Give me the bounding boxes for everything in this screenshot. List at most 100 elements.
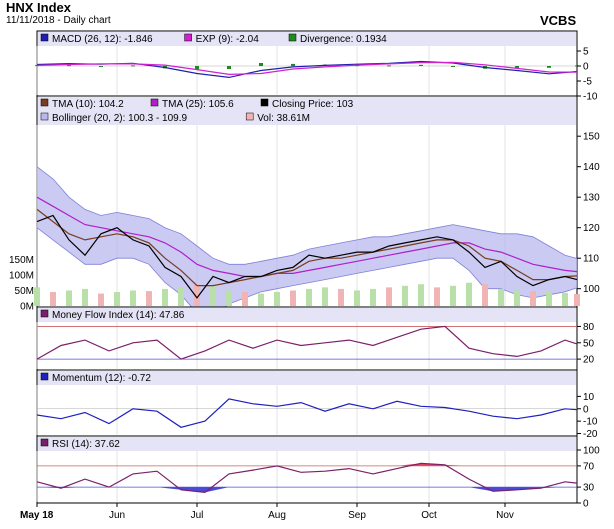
mfi-axis-tick-label-0: 80 xyxy=(583,322,595,333)
price-panel-legend-bg xyxy=(38,97,576,125)
rsi-panel-legend-label-0-0: RSI (14): 37.62 xyxy=(52,439,120,450)
volume-bar-24 xyxy=(418,284,424,306)
volume-bar-34 xyxy=(574,294,580,306)
price-axis-tick-label-2: 130 xyxy=(583,193,600,204)
volume-bar-5 xyxy=(114,292,120,306)
volume-tick-label-2: 50M xyxy=(15,286,34,297)
volume-bar-9 xyxy=(178,287,184,306)
momentum-panel-legend-bg xyxy=(38,371,576,385)
bollinger-upper-line xyxy=(36,166,578,265)
macd-axis-tick-label-3: -10 xyxy=(583,92,598,103)
price-panel-legend-swatch-0-1 xyxy=(150,98,159,107)
macd-panel-legend-swatch-0-2 xyxy=(288,33,297,42)
volume-bar-0 xyxy=(34,287,40,306)
volume-tick-label-1: 100M xyxy=(9,270,34,281)
mfi-panel-legend-label-0-0: Money Flow Index (14): 47.86 xyxy=(52,310,185,321)
price-panel-legend-label-0-2: Closing Price: 103 xyxy=(272,99,354,110)
volume-bar-20 xyxy=(354,290,360,306)
tma25-line xyxy=(36,196,578,278)
rsi-axis-tick-label-3: 0 xyxy=(583,499,589,510)
rsi-axis-tick-label-1: 70 xyxy=(583,461,595,472)
mfi-line xyxy=(36,325,578,360)
rsi-panel-legend-swatch-0-0 xyxy=(40,438,49,447)
closing-price-line xyxy=(36,214,578,299)
volume-bar-11 xyxy=(210,285,216,306)
price-panel-legend-swatch-0-2 xyxy=(260,98,269,107)
mfi-panel-legend-bg xyxy=(38,308,576,322)
macd-divergence-bar-8 xyxy=(291,63,295,66)
macd-divergence-bar-13 xyxy=(451,66,455,67)
price-axis-tick-label-4: 110 xyxy=(583,254,599,265)
macd-axis-tick-label-2: -5 xyxy=(583,77,592,88)
price-axis-tick-label-5: 100 xyxy=(583,284,600,295)
volume-bar-16 xyxy=(290,290,296,306)
momentum-panel-legend-swatch-0-0 xyxy=(40,372,49,381)
volume-bar-32 xyxy=(546,292,552,306)
macd-exp-line xyxy=(36,61,578,76)
brand-label: VCBS xyxy=(540,13,577,28)
rsi-line xyxy=(36,462,578,494)
macd-axis-tick-label-0: 5 xyxy=(583,47,589,58)
momentum-axis-tick-label-2: -10 xyxy=(583,417,598,428)
x-tick-label-3: Aug xyxy=(268,510,286,521)
volume-tick-label-3: 0M xyxy=(20,302,34,313)
x-tick-label-4: Sep xyxy=(348,510,366,521)
macd-divergence-bar-7 xyxy=(259,63,263,66)
momentum-panel-legend-label-0-0: Momentum (12): -0.72 xyxy=(52,373,151,384)
price-panel-legend-label-1-1: Vol: 38.61M xyxy=(257,113,310,124)
macd-divergence-bar-1 xyxy=(67,65,71,67)
price-panel-legend-swatch-0-0 xyxy=(40,98,49,107)
volume-bar-31 xyxy=(530,291,536,306)
bollinger-lower-line xyxy=(36,227,578,317)
volume-bar-18 xyxy=(322,287,328,306)
volume-bar-6 xyxy=(130,290,136,306)
macd-divergence-bar-16 xyxy=(547,66,551,68)
volume-bar-19 xyxy=(338,288,344,306)
macd-divergence-bar-2 xyxy=(99,66,103,67)
rsi-oversold-fill-19 xyxy=(493,487,517,492)
macd-divergence-bar-12 xyxy=(419,64,423,66)
macd-divergence-bar-15 xyxy=(515,66,519,69)
x-tick-label-0: May 18 xyxy=(20,510,54,521)
x-tick-label-1: Jun xyxy=(109,510,125,521)
volume-bar-2 xyxy=(66,290,72,306)
price-panel-legend-label-1-0: Bollinger (20, 2): 100.3 - 109.9 xyxy=(52,113,188,124)
volume-tick-label-0: 150M xyxy=(9,255,34,266)
volume-bar-22 xyxy=(386,287,392,306)
macd-panel-legend-label-0-0: MACD (26, 12): -1.846 xyxy=(52,34,153,45)
chart-title: HNX Index xyxy=(6,0,72,15)
chart-subtitle: 11/11/2018 - Daily chart xyxy=(6,15,111,26)
price-axis-tick-label-1: 140 xyxy=(583,162,600,173)
mfi-axis-tick-label-1: 50 xyxy=(583,338,595,349)
rsi-axis-tick-label-0: 100 xyxy=(583,446,600,457)
price-panel-legend-swatch-1-0 xyxy=(40,112,49,121)
price-panel-legend-label-0-1: TMA (25): 105.6 xyxy=(162,99,234,110)
momentum-line xyxy=(36,398,578,428)
price-panel-legend-swatch-1-1 xyxy=(245,112,254,121)
volume-bar-30 xyxy=(514,290,520,306)
volume-bar-26 xyxy=(450,285,456,306)
macd-panel-legend-swatch-0-0 xyxy=(40,33,49,42)
x-tick-label-5: Oct xyxy=(421,510,437,521)
macd-divergence-bar-3 xyxy=(131,65,135,67)
volume-bar-23 xyxy=(402,285,408,306)
volume-bar-29 xyxy=(498,288,504,306)
volume-bar-10 xyxy=(194,284,200,306)
rsi-axis-tick-label-2: 30 xyxy=(583,483,595,494)
volume-bar-27 xyxy=(466,282,472,306)
macd-panel-legend-label-0-2: Divergence: 0.1934 xyxy=(300,34,387,45)
rsi-oversold-fill-5 xyxy=(157,487,181,490)
volume-bar-21 xyxy=(370,288,376,306)
macd-divergence-bar-0 xyxy=(35,65,39,67)
macd-divergence-bar-11 xyxy=(387,65,391,67)
mfi-axis-tick-label-2: 20 xyxy=(583,355,595,366)
macd-divergence-bar-5 xyxy=(195,66,199,70)
macd-axis-tick-label-1: 0 xyxy=(583,62,589,73)
momentum-axis-tick-label-3: -20 xyxy=(583,429,598,440)
volume-bar-33 xyxy=(562,292,568,306)
volume-bar-12 xyxy=(226,290,232,306)
macd-panel-legend-bg xyxy=(38,32,576,46)
volume-bar-14 xyxy=(258,293,264,306)
macd-panel-legend-swatch-0-1 xyxy=(184,33,192,42)
